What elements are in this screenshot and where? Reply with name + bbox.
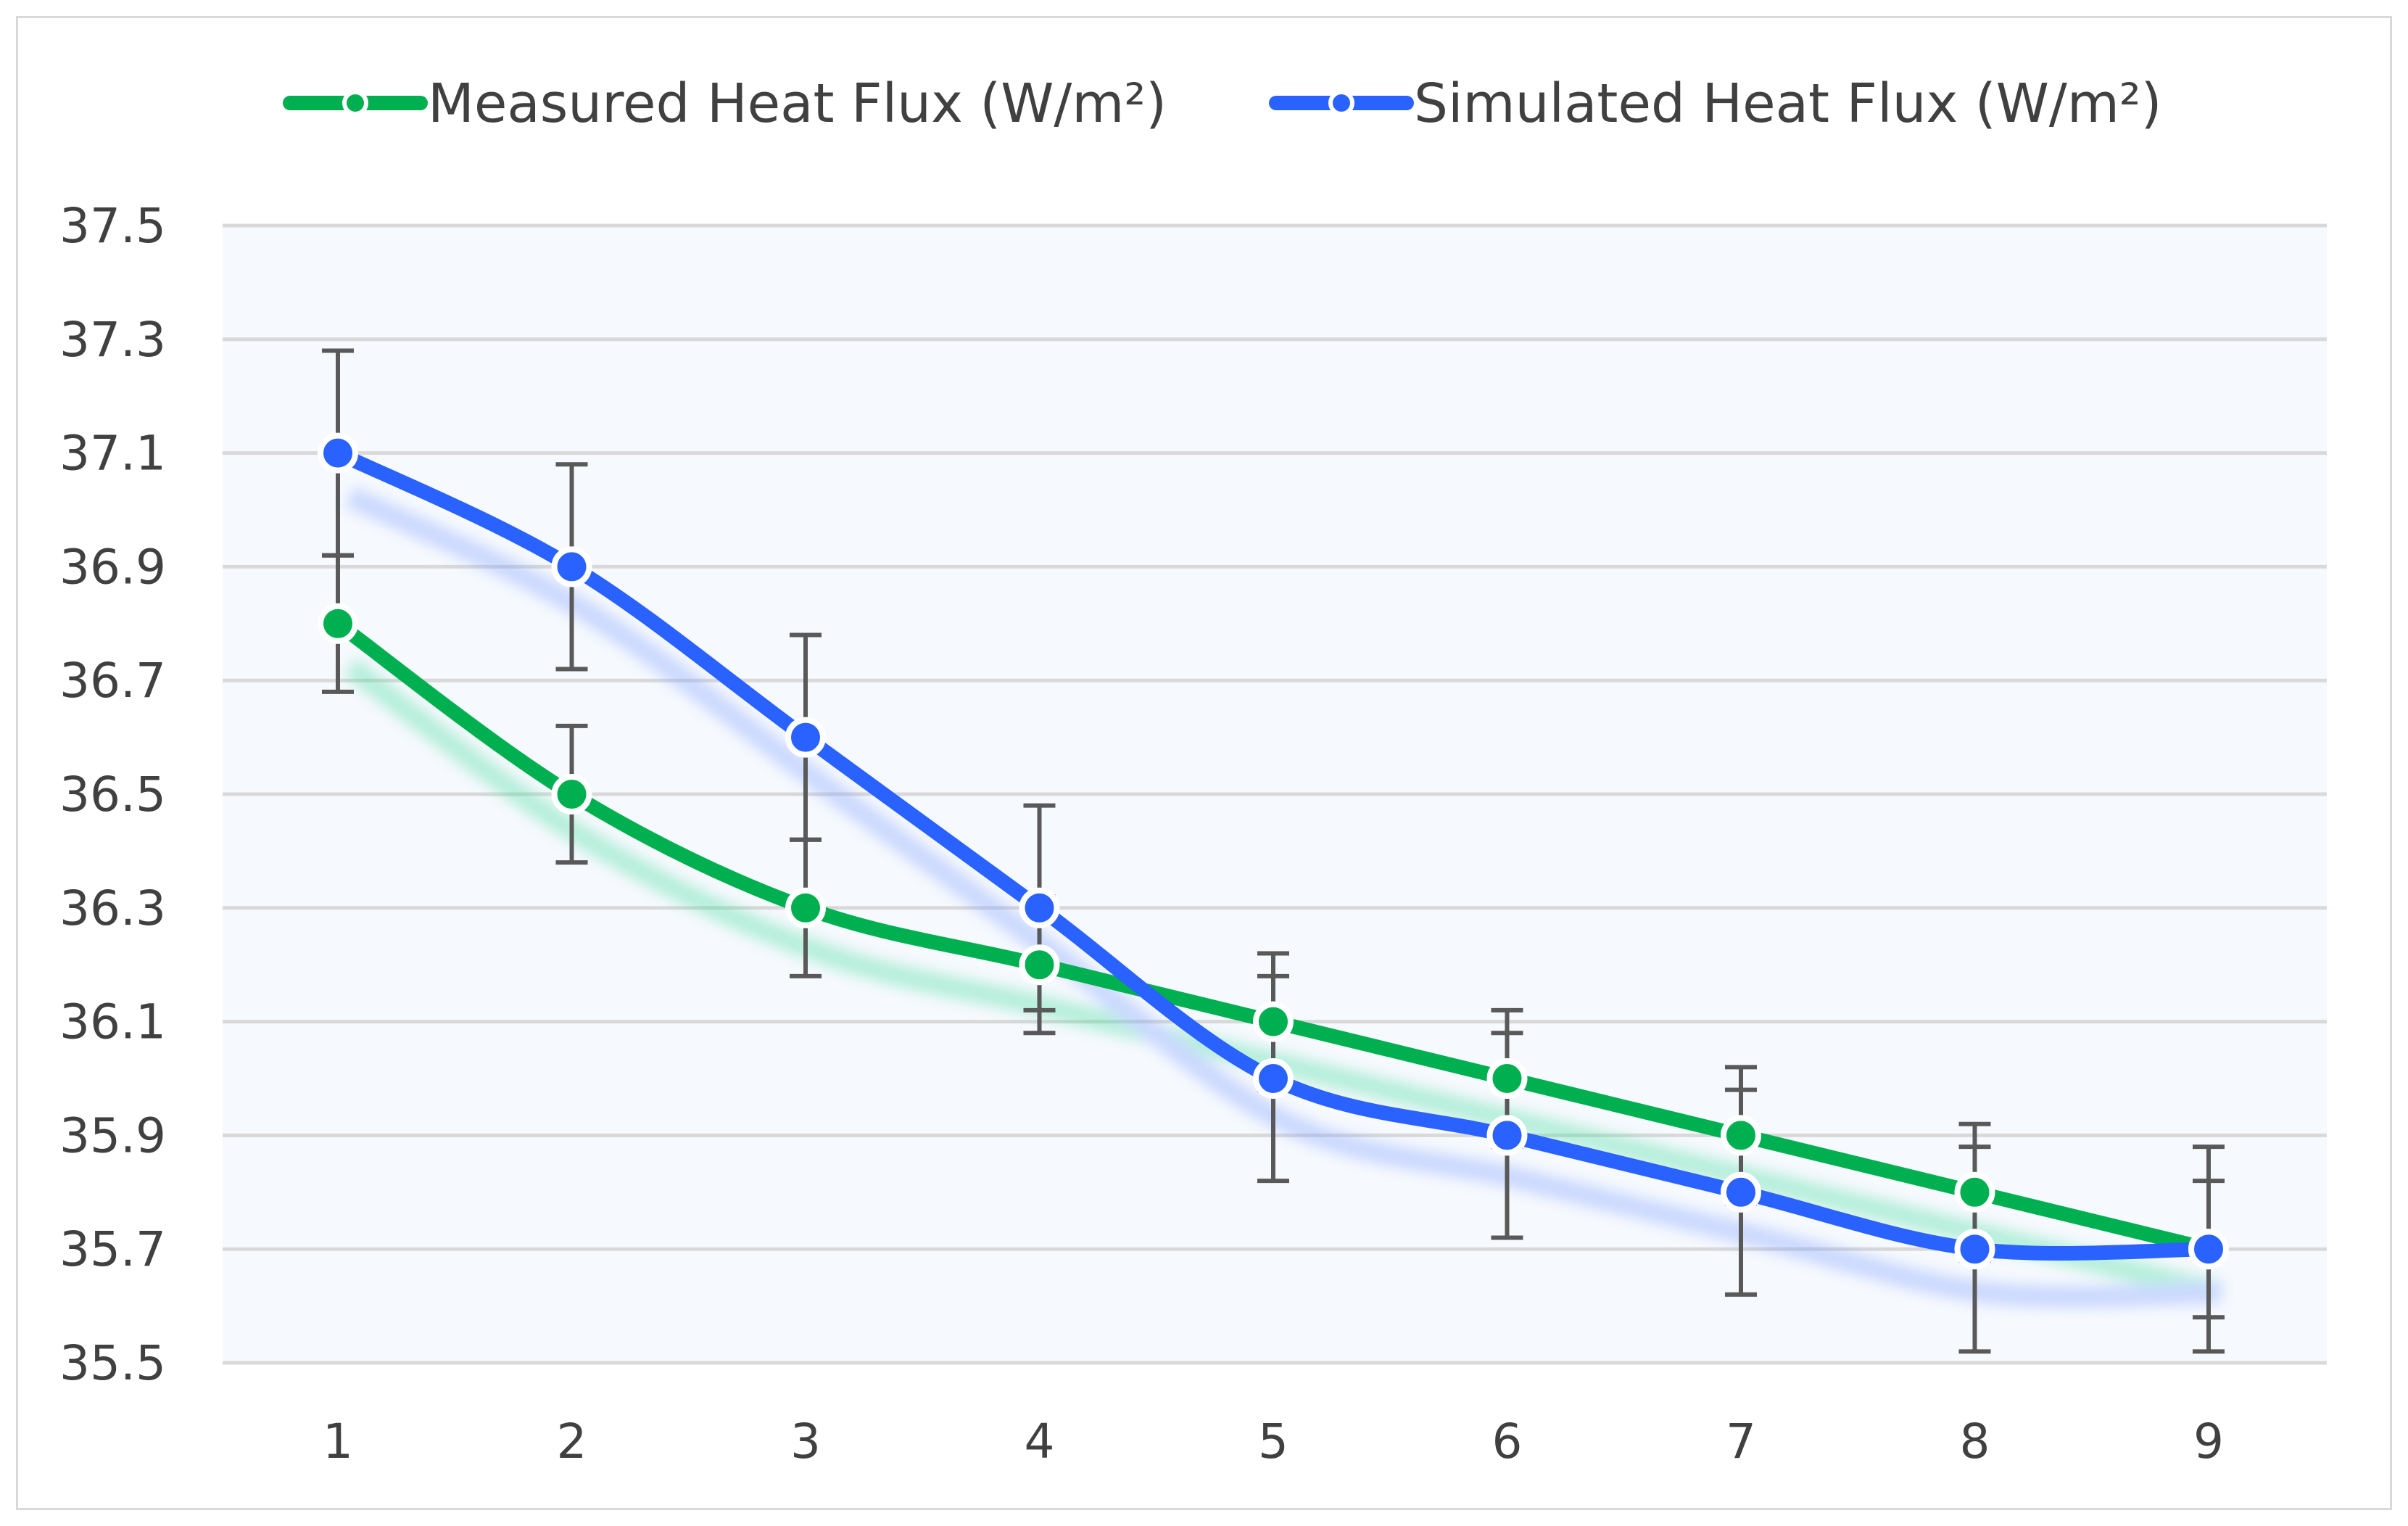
legend-point-marker [1328,90,1354,116]
data-point [1954,1171,1995,1213]
data-point [551,774,592,814]
y-tick-label: 36.1 [59,994,166,1050]
y-tick-label: 37.5 [59,198,166,254]
data-point [1486,1058,1528,1099]
y-tick-label: 35.9 [59,1108,166,1163]
y-tick-label: 35.5 [59,1335,166,1391]
x-tick-label: 5 [1258,1414,1288,1469]
y-tick-label: 36.5 [59,767,166,822]
x-tick-label: 1 [323,1414,353,1469]
legend-label: Simulated Heat Flux (W/m²) [1414,73,2161,135]
x-tick-label: 7 [1726,1414,1756,1469]
x-tick-label: 4 [1025,1414,1055,1469]
data-point [318,603,358,644]
y-tick-label: 36.3 [59,880,166,936]
x-tick-label: 9 [2193,1414,2224,1469]
y-tick-label: 35.7 [59,1221,166,1277]
y-tick-label: 36.7 [59,653,166,709]
x-tick-label: 2 [557,1414,587,1469]
legend-label: Measured Heat Flux (W/m²) [428,73,1167,135]
x-tick-label: 3 [790,1414,821,1469]
series-shadow [345,487,2222,1308]
chart-frame [16,16,2392,1510]
data-point [1721,1115,1761,1156]
y-tick-label: 37.3 [59,312,166,368]
x-tick-label: 6 [1492,1414,1523,1469]
legend-point-marker [342,90,368,116]
data-point [785,887,826,928]
data-point [2188,1229,2229,1270]
y-tick-label: 37.1 [59,426,166,482]
data-point [1721,1171,1761,1213]
data-point [1954,1229,1995,1270]
data-point [551,546,592,587]
y-tick-label: 36.9 [59,539,166,595]
x-tick-label: 8 [1960,1414,1990,1469]
data-point [1253,1001,1294,1042]
data-point [318,432,358,474]
data-point [1486,1115,1528,1156]
data-point [1019,887,1060,928]
data-point [1253,1058,1294,1099]
data-point [785,717,826,758]
data-point [1019,944,1060,986]
